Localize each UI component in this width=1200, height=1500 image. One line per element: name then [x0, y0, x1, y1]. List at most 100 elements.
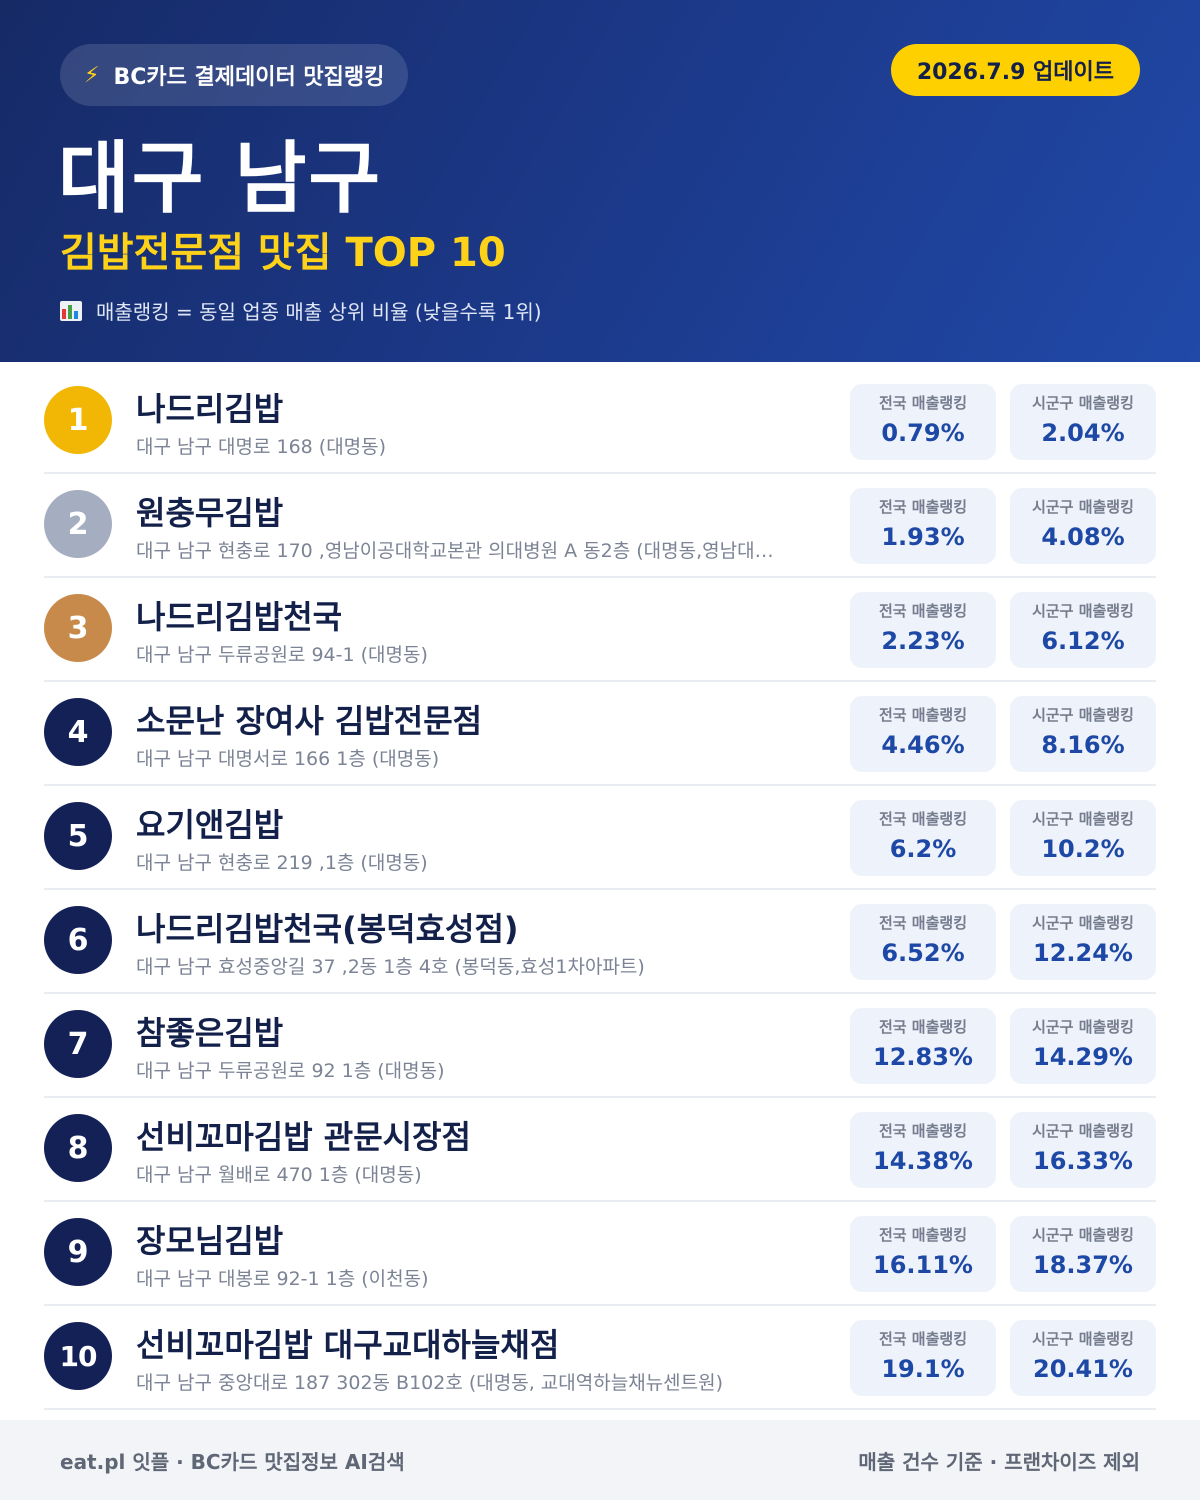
local-rank-value: 16.33%	[1033, 1147, 1133, 1175]
restaurant-row[interactable]: 9 장모님김밥 대구 남구 대봉로 92-1 1층 (이천동) 전국 매출랭킹 16.1…	[44, 1202, 1156, 1306]
local-rank-card: 시군구 매출랭킹 14.29%	[1010, 1008, 1156, 1084]
restaurant-address: 대구 남구 대명서로 166 1층 (대명동)	[136, 748, 440, 770]
rank-badge: 2	[44, 490, 112, 558]
bar-chart-icon	[60, 300, 82, 321]
restaurant-name[interactable]: 나드리김밥천국(봉덕효성점)	[136, 910, 519, 948]
national-rank-label: 전국 매출랭킹	[878, 394, 968, 412]
national-rank-card: 전국 매출랭킹 14.38%	[850, 1112, 996, 1188]
national-rank-label: 전국 매출랭킹	[878, 1122, 968, 1140]
national-rank-label: 전국 매출랭킹	[878, 602, 968, 620]
national-rank-label: 전국 매출랭킹	[878, 498, 968, 516]
rank-badge: 6	[44, 906, 112, 974]
footer-note: 매출 건수 기준 · 프랜차이즈 제외	[858, 1449, 1140, 1474]
restaurant-row[interactable]: 8 선비꼬마김밥 관문시장점 대구 남구 월배로 470 1층 (대명동) 전국 매출…	[44, 1098, 1156, 1202]
national-rank-card: 전국 매출랭킹 0.79%	[850, 384, 996, 460]
local-rank-value: 6.12%	[1041, 627, 1125, 655]
lightning-icon: ⚡	[84, 62, 100, 88]
local-rank-label: 시군구 매출랭킹	[1032, 1018, 1134, 1036]
restaurant-address: 대구 남구 중앙대로 187 302동 B102호 (대명동, 교대역하늘채뉴센…	[136, 1372, 724, 1394]
national-rank-card: 전국 매출랭킹 16.11%	[850, 1216, 996, 1292]
header-banner: ⚡ BC카드 결제데이터 맛집랭킹 2026.7.9 업데이트 대구 남구 김밥…	[0, 0, 1200, 362]
national-rank-label: 전국 매출랭킹	[878, 1330, 968, 1348]
local-rank-value: 8.16%	[1041, 731, 1125, 759]
national-rank-value: 0.79%	[881, 419, 965, 447]
local-rank-value: 4.08%	[1041, 523, 1125, 551]
local-rank-card: 시군구 매출랭킹 4.08%	[1010, 488, 1156, 564]
restaurant-name[interactable]: 요기앤김밥	[136, 806, 284, 844]
local-rank-card: 시군구 매출랭킹 16.33%	[1010, 1112, 1156, 1188]
restaurant-name[interactable]: 선비꼬마김밥 관문시장점	[136, 1118, 471, 1156]
national-rank-value: 12.83%	[873, 1043, 973, 1071]
national-rank-card: 전국 매출랭킹 4.46%	[850, 696, 996, 772]
local-rank-card: 시군구 매출랭킹 6.12%	[1010, 592, 1156, 668]
national-rank-label: 전국 매출랭킹	[878, 706, 968, 724]
local-rank-card: 시군구 매출랭킹 10.2%	[1010, 800, 1156, 876]
rank-badge: 3	[44, 594, 112, 662]
rank-badge: 5	[44, 802, 112, 870]
national-rank-card: 전국 매출랭킹 6.52%	[850, 904, 996, 980]
local-rank-card: 시군구 매출랭킹 18.37%	[1010, 1216, 1156, 1292]
local-rank-label: 시군구 매출랭킹	[1032, 1226, 1134, 1244]
local-rank-label: 시군구 매출랭킹	[1032, 602, 1134, 620]
restaurant-address: 대구 남구 현충로 170 ,영남이공대학교본관 의대병원 A 동2층 (대명동…	[136, 540, 774, 562]
national-rank-value: 2.23%	[881, 627, 965, 655]
national-rank-card: 전국 매출랭킹 6.2%	[850, 800, 996, 876]
restaurant-name[interactable]: 나드리김밥	[136, 390, 284, 428]
national-rank-card: 전국 매출랭킹 1.93%	[850, 488, 996, 564]
local-rank-card: 시군구 매출랭킹 8.16%	[1010, 696, 1156, 772]
district-title: 대구 남구	[58, 134, 383, 224]
category-title: 김밥전문점 맛집 TOP 10	[60, 230, 506, 276]
restaurant-name[interactable]: 장모님김밥	[136, 1222, 284, 1260]
restaurant-name[interactable]: 선비꼬마김밥 대구교대하늘채점	[136, 1326, 560, 1364]
footer: eat.pl 잇플 · BC카드 맛집정보 AI검색 매출 건수 기준 · 프랜…	[0, 1420, 1200, 1500]
local-rank-value: 12.24%	[1033, 939, 1133, 967]
restaurant-address: 대구 남구 월배로 470 1층 (대명동)	[136, 1164, 422, 1186]
rank-badge: 4	[44, 698, 112, 766]
update-badge: 2026.7.9 업데이트	[890, 44, 1140, 96]
national-rank-value: 19.1%	[881, 1355, 965, 1383]
rank-badge: 7	[44, 1010, 112, 1078]
rank-badge: 1	[44, 386, 112, 454]
national-rank-value: 1.93%	[881, 523, 965, 551]
restaurant-list: 1 나드리김밥 대구 남구 대명로 168 (대명동) 전국 매출랭킹 0.79% 시군구…	[44, 370, 1156, 1410]
restaurant-name[interactable]: 원충무김밥	[136, 494, 284, 532]
restaurant-row[interactable]: 7 참좋은김밥 대구 남구 두류공원로 92 1층 (대명동) 전국 매출랭킹 12.8…	[44, 994, 1156, 1098]
restaurant-row[interactable]: 1 나드리김밥 대구 남구 대명로 168 (대명동) 전국 매출랭킹 0.79% 시군구…	[44, 370, 1156, 474]
restaurant-name[interactable]: 나드리김밥천국	[136, 598, 343, 636]
restaurant-address: 대구 남구 현충로 219 ,1층 (대명동)	[136, 852, 428, 874]
footer-source: eat.pl 잇플 · BC카드 맛집정보 AI검색	[60, 1449, 405, 1474]
local-rank-label: 시군구 매출랭킹	[1032, 914, 1134, 932]
national-rank-value: 6.52%	[881, 939, 965, 967]
national-rank-value: 16.11%	[873, 1251, 973, 1279]
national-rank-value: 4.46%	[881, 731, 965, 759]
restaurant-address: 대구 남구 대봉로 92-1 1층 (이천동)	[136, 1268, 429, 1290]
restaurant-name[interactable]: 소문난 장여사 김밥전문점	[136, 702, 483, 740]
local-rank-card: 시군구 매출랭킹 2.04%	[1010, 384, 1156, 460]
local-rank-value: 10.2%	[1041, 835, 1125, 863]
restaurant-row[interactable]: 6 나드리김밥천국(봉덕효성점) 대구 남구 효성중앙길 37 ,2동 1층 4호 …	[44, 890, 1156, 994]
local-rank-value: 18.37%	[1033, 1251, 1133, 1279]
restaurant-address: 대구 남구 효성중앙길 37 ,2동 1층 4호 (봉덕동,효성1차아파트)	[136, 956, 645, 978]
legend-text: 매출랭킹 = 동일 업종 매출 상위 비율 (낮을수록 1위)	[96, 300, 542, 324]
local-rank-label: 시군구 매출랭킹	[1032, 706, 1134, 724]
restaurant-name[interactable]: 참좋은김밥	[136, 1014, 284, 1052]
national-rank-card: 전국 매출랭킹 2.23%	[850, 592, 996, 668]
local-rank-card: 시군구 매출랭킹 20.41%	[1010, 1320, 1156, 1396]
national-rank-card: 전국 매출랭킹 12.83%	[850, 1008, 996, 1084]
local-rank-card: 시군구 매출랭킹 12.24%	[1010, 904, 1156, 980]
rank-badge: 10	[44, 1322, 112, 1390]
local-rank-label: 시군구 매출랭킹	[1032, 1122, 1134, 1140]
local-rank-label: 시군구 매출랭킹	[1032, 498, 1134, 516]
national-rank-label: 전국 매출랭킹	[878, 1018, 968, 1036]
national-rank-card: 전국 매출랭킹 19.1%	[850, 1320, 996, 1396]
local-rank-label: 시군구 매출랭킹	[1032, 394, 1134, 412]
national-rank-label: 전국 매출랭킹	[878, 810, 968, 828]
national-rank-label: 전국 매출랭킹	[878, 1226, 968, 1244]
local-rank-label: 시군구 매출랭킹	[1032, 1330, 1134, 1348]
restaurant-row[interactable]: 3 나드리김밥천국 대구 남구 두류공원로 94-1 (대명동) 전국 매출랭킹 2.2…	[44, 578, 1156, 682]
source-label: BC카드 결제데이터 맛집랭킹	[113, 65, 385, 90]
